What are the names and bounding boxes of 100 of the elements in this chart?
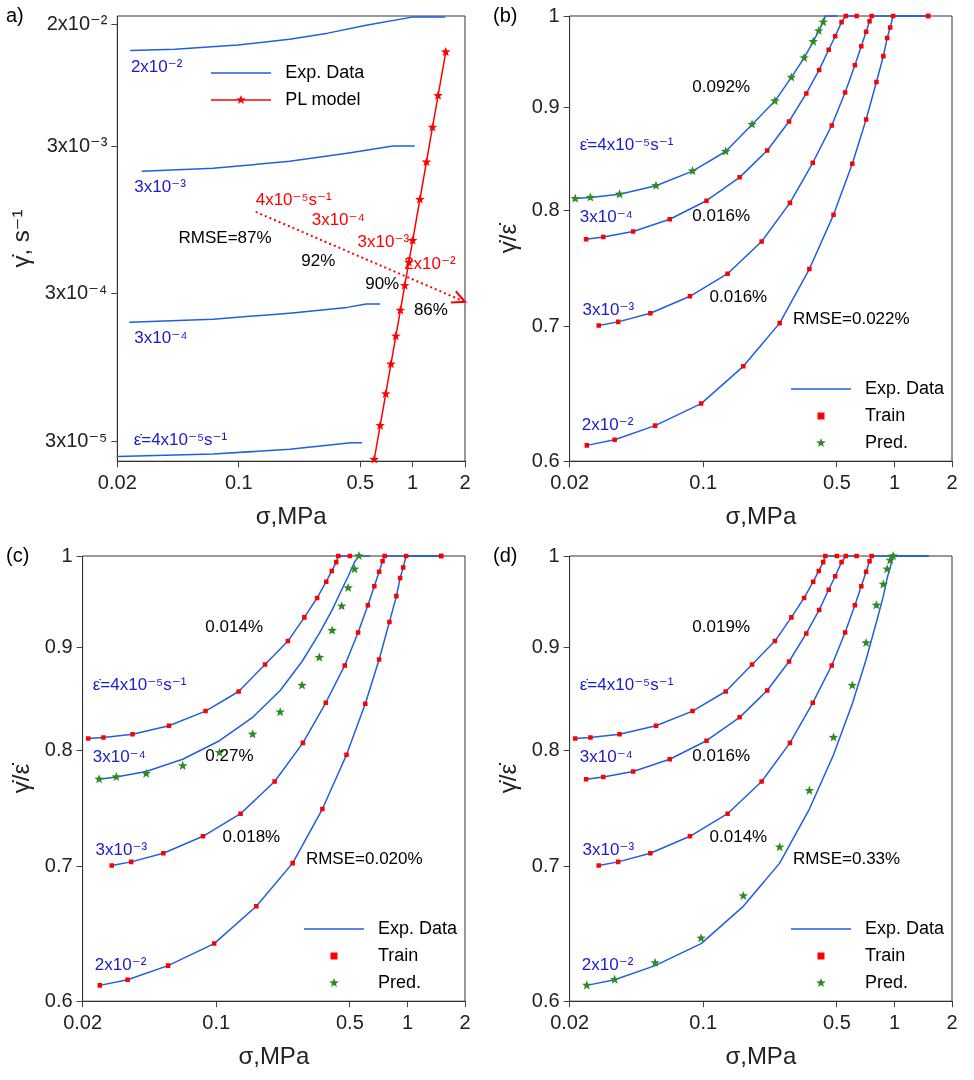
y-tick-label: 1: [61, 543, 73, 566]
point: [369, 454, 379, 464]
annotation: 0.014%: [205, 617, 264, 637]
annotation: 4x10⁻⁵s⁻¹: [255, 189, 333, 209]
x-tick-label: 0.5: [822, 1010, 851, 1033]
y-tick-label: 3x10⁻⁵: [45, 428, 108, 451]
point: [391, 331, 401, 341]
annotation: 2x10⁻²: [94, 955, 147, 975]
x-axis-title: σ,MPa: [238, 1042, 310, 1070]
x-axis-title: σ,MPa: [255, 502, 328, 530]
y-tick-label: 1: [548, 543, 560, 566]
annotation: RMSE=0.020%: [305, 849, 423, 869]
annotation: 3x10⁻³: [582, 299, 635, 319]
y-tick-label: 0.7: [44, 854, 73, 877]
x-tick-label: 0.5: [822, 470, 851, 493]
y-tick-label: 0.7: [531, 314, 560, 337]
chart-title: a): [6, 3, 24, 26]
x-axis-title: σ,MPa: [725, 502, 797, 530]
point: [415, 194, 425, 204]
annotation: ε̇=4x10⁻⁵s⁻¹: [133, 430, 228, 450]
y-tick-label: 3x10⁻⁴: [44, 281, 108, 304]
x-tick-label: 0.5: [335, 1010, 364, 1033]
annotation: 90%: [365, 274, 400, 294]
y-tick-label: 0.6: [531, 448, 560, 471]
x-tick-label: 0.1: [689, 470, 718, 493]
point: [395, 305, 406, 315]
y-tick-label: 0.8: [531, 737, 560, 760]
annotation: 3x10⁻³: [357, 232, 410, 252]
x-tick-label: 0.02: [550, 1010, 590, 1033]
x-tick-label: 0.5: [346, 470, 375, 493]
x-tick-label: 0.1: [689, 1010, 718, 1033]
x-tick-label: 0.02: [97, 470, 137, 493]
annotation: 0.016%: [692, 746, 751, 766]
y-axis-title: γ̇/ε̇: [494, 221, 522, 254]
point: [375, 420, 385, 430]
annotation: 3x10⁻⁴: [579, 746, 633, 766]
annotation: ε̇=4x10⁻⁵s⁻¹: [92, 675, 187, 695]
chart-title: (b): [493, 3, 518, 26]
annotation: 0.014%: [709, 827, 768, 847]
annotation: 3x10⁻³: [134, 177, 187, 197]
annotation: 0.019%: [692, 617, 751, 637]
y-tick-label: 0.6: [531, 988, 560, 1011]
annotation: ε̇=4x10⁻⁵s⁻¹: [579, 135, 674, 155]
legend-label: Pred.: [864, 972, 908, 994]
y-tick-label: 0.9: [531, 95, 560, 118]
legend-label: Pred.: [864, 432, 908, 454]
annotation: 3x10⁻³: [95, 839, 148, 859]
chart-title: (c): [6, 543, 30, 566]
legend-label: Train: [864, 405, 906, 427]
x-tick-label: 0.02: [550, 470, 590, 493]
y-axis-title: γ̇, s⁻¹: [7, 209, 35, 268]
point: [433, 90, 443, 100]
legend-label: Exp. Data: [377, 918, 457, 940]
annotation: 2x10⁻²: [581, 955, 634, 975]
point: [421, 157, 432, 167]
annotation: 92%: [301, 250, 336, 270]
x-tick-label: 0.1: [202, 1010, 231, 1033]
x-tick-label: 0.1: [224, 470, 253, 493]
annotation: 0.016%: [709, 287, 768, 307]
annotation: 3x10⁻⁴: [134, 328, 188, 348]
annotation: RMSE=0.022%: [792, 309, 910, 329]
legend-label: Exp. Data: [864, 918, 944, 940]
x-tick-label: 0.02: [63, 1010, 103, 1033]
x-tick-label: 1: [401, 1010, 414, 1033]
legend-label: Pred.: [377, 972, 421, 994]
point: [427, 122, 438, 132]
annotation: 3x10⁻⁴: [579, 206, 633, 226]
y-axis-title: γ̇/ε̇: [494, 761, 522, 794]
annotation: 2x10⁻²: [130, 56, 183, 76]
x-tick-label: 1: [407, 470, 419, 493]
legend-label: Exp. Data: [864, 378, 944, 400]
point: [399, 280, 410, 290]
legend-label: PL model: [285, 89, 361, 110]
y-tick-label: 0.9: [531, 635, 560, 658]
annotation: 3x10⁻³: [582, 839, 635, 859]
annotation: 0.092%: [692, 77, 751, 97]
y-tick-label: 1: [548, 3, 560, 26]
y-tick-label: 3x10⁻³: [46, 133, 108, 156]
annotation: 0.016%: [692, 206, 751, 226]
annotation: 0.27%: [205, 746, 254, 766]
y-tick-label: 2x10⁻²: [46, 12, 108, 35]
y-tick-label: 0.7: [531, 854, 560, 877]
annotation: 2x10⁻²: [581, 415, 634, 435]
x-tick-label: 1: [888, 470, 901, 493]
legend-label: Exp. Data: [285, 62, 365, 83]
chart-title: (d): [493, 543, 518, 566]
annotation: 3x10⁻⁴: [92, 746, 146, 766]
x-tick-label: 2: [946, 470, 958, 493]
annotation: 86%: [413, 299, 448, 319]
annotation: RMSE=87%: [178, 227, 272, 247]
x-tick-label: 2: [946, 1010, 958, 1033]
point: [380, 388, 391, 398]
legend-label: Train: [377, 945, 419, 967]
y-tick-label: 0.9: [44, 635, 73, 658]
y-tick-label: 0.8: [531, 197, 560, 220]
annotation: 3x10⁻⁴: [311, 210, 365, 230]
y-axis-title: γ̇/ε̇: [7, 761, 35, 794]
annotation: 0.018%: [222, 827, 281, 847]
y-tick-label: 0.6: [44, 988, 73, 1011]
legend-label: Train: [864, 945, 906, 967]
